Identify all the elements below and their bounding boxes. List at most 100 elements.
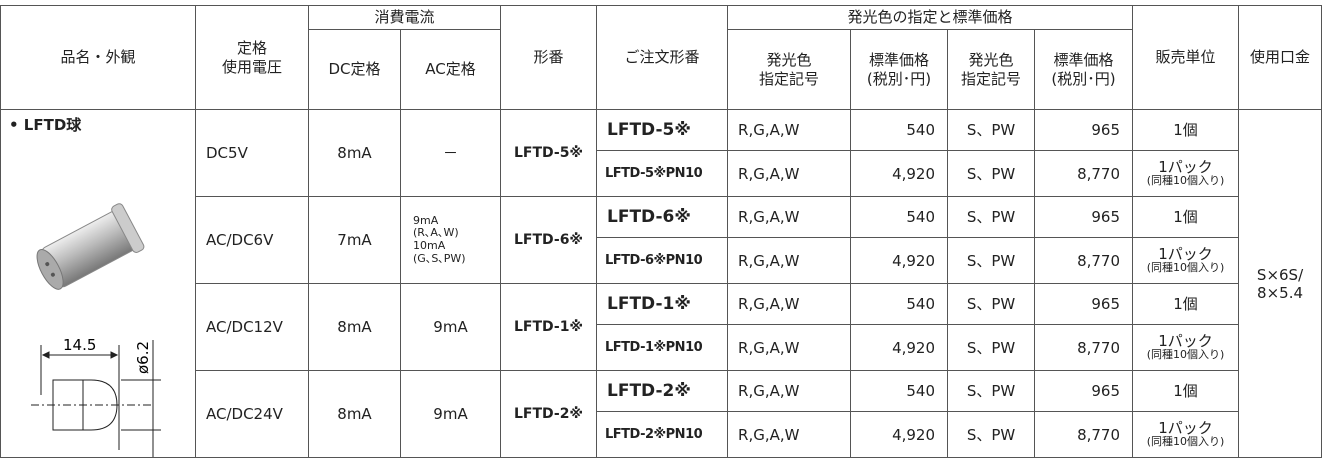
unit-cell: 1パック (同種10個入り) bbox=[1132, 237, 1240, 284]
voltage-cell: AC/DC24V bbox=[195, 370, 309, 458]
table-row: DC定格 AC定格 発光色 指定記号 標準価格 (税別･円) 発光色 指定記号 標準価格 … bbox=[1, 29, 1322, 110]
unit-text: 1パック bbox=[1158, 244, 1213, 263]
price-cell: 4,920 bbox=[850, 411, 949, 458]
order-number-cell: LFTD-2※ bbox=[596, 370, 729, 412]
length-label: 14.5 bbox=[63, 336, 96, 354]
unit-text: 1個 bbox=[1173, 120, 1198, 139]
price-cell: 965 bbox=[1034, 370, 1134, 412]
ac-current-cell: － bbox=[399, 109, 502, 197]
order-number-cell: LFTD-1※PN10 bbox=[596, 324, 729, 371]
header-cell: 発光色 指定記号 bbox=[947, 29, 1036, 110]
color-cell: S、PW bbox=[947, 196, 1036, 238]
price-cell: 4,920 bbox=[850, 237, 949, 284]
dc-current-cell: 7mA bbox=[308, 196, 401, 284]
dc-current-cell: 8mA bbox=[308, 370, 401, 458]
model-cell: LFTD-5※ bbox=[500, 109, 598, 197]
ac-current-cell: 9mA (R､A､W) 10mA (G､S､PW) bbox=[399, 196, 502, 284]
table-row: LFTD-6※PN10 R,G,A,W 4,920 S、PW 8,770 1パック (同種1… bbox=[1, 237, 1322, 284]
unit-cell: 1個 bbox=[1132, 196, 1240, 238]
voltage-cell: AC/DC12V bbox=[195, 283, 309, 371]
price-cell: 8,770 bbox=[1034, 411, 1134, 458]
color-cell: S、PW bbox=[947, 411, 1036, 458]
unit-note: (同種10個入り) bbox=[1146, 347, 1225, 361]
table-row: LFTD-2※PN10 R,G,A,W 4,920 S、PW 8,770 1パック (同種1… bbox=[1, 411, 1322, 458]
ac-current-cell: 9mA bbox=[399, 370, 502, 458]
unit-text: 1パック bbox=[1158, 157, 1213, 176]
order-number-cell: LFTD-5※PN10 bbox=[596, 150, 729, 197]
color-cell: S、PW bbox=[947, 109, 1036, 151]
price-cell: 965 bbox=[1034, 109, 1134, 151]
header-cell: 形番 bbox=[500, 5, 598, 110]
product-name: • LFTD球 bbox=[9, 116, 82, 134]
dc-current-cell: 8mA bbox=[308, 109, 401, 197]
price-cell: 8,770 bbox=[1034, 237, 1134, 284]
color-cell: S、PW bbox=[947, 370, 1036, 412]
table-row: 14.5 ø6.2 • LFTD球 DC5V 8mA － LFTD-5※ LFTD-5※ R… bbox=[0, 109, 1322, 458]
color-cell: S、PW bbox=[947, 150, 1036, 197]
header-cell: AC定格 bbox=[399, 29, 502, 110]
order-number-cell: LFTD-6※ bbox=[596, 196, 729, 238]
order-number-cell: LFTD-5※ bbox=[596, 109, 729, 151]
unit-note: (同種10個入り) bbox=[1146, 260, 1225, 274]
header-cell: 標準価格 (税別･円) bbox=[1034, 29, 1134, 110]
price-cell: 8,770 bbox=[1034, 324, 1134, 371]
price-cell: 4,920 bbox=[850, 324, 949, 371]
unit-text: 1パック bbox=[1158, 331, 1213, 350]
unit-cell: 1個 bbox=[1132, 370, 1240, 412]
table-row: AC/DC6V 7mA 9mA (R､A､W) 10mA (G､S､PW) LFTD-… bbox=[1, 196, 1322, 284]
color-cell: R,G,A,W bbox=[727, 283, 852, 325]
price-table: 品名・外観 定格 使用電圧 消費電流 形番 ご注文形番 発光色の指定と標準価格 販売単位 使用… bbox=[0, 5, 1322, 458]
model-cell: LFTD-2※ bbox=[500, 370, 598, 458]
header-cell: 品名・外観 bbox=[0, 5, 196, 110]
color-cell: R,G,A,W bbox=[727, 237, 852, 284]
header-cell: 発光色の指定と標準価格 bbox=[727, 5, 1134, 30]
unit-text: 1パック bbox=[1158, 418, 1213, 437]
header-cell: ご注文形番 bbox=[596, 5, 729, 110]
diameter-label: ø6.2 bbox=[134, 341, 152, 374]
voltage-cell: AC/DC6V bbox=[195, 196, 309, 284]
order-number-cell: LFTD-1※ bbox=[596, 283, 729, 325]
unit-cell: 1個 bbox=[1132, 109, 1240, 151]
bulb-photo bbox=[36, 203, 145, 290]
header-cell: 標準価格 (税別･円) bbox=[850, 29, 949, 110]
unit-cell: 1パック (同種10個入り) bbox=[1132, 324, 1240, 371]
price-cell: 540 bbox=[850, 109, 949, 151]
table-row: AC/DC12V 8mA 9mA LFTD-1※ LFTD-1※ R,G,A,W 540 S、… bbox=[1, 283, 1322, 371]
dimension-drawing bbox=[31, 340, 161, 457]
order-number-cell: LFTD-6※PN10 bbox=[596, 237, 729, 284]
color-cell: R,G,A,W bbox=[727, 370, 852, 412]
color-cell: R,G,A,W bbox=[727, 109, 852, 151]
table-row: LFTD-1※PN10 R,G,A,W 4,920 S、PW 8,770 1パック (同種1… bbox=[1, 324, 1322, 371]
unit-text: 1個 bbox=[1173, 294, 1198, 313]
unit-note: (同種10個入り) bbox=[1146, 434, 1225, 448]
price-cell: 540 bbox=[850, 370, 949, 412]
color-cell: S、PW bbox=[947, 283, 1036, 325]
header-cell: 使用口金 bbox=[1238, 5, 1322, 110]
product-cell: 14.5 ø6.2 • LFTD球 bbox=[0, 109, 196, 458]
header-cell: DC定格 bbox=[308, 29, 401, 110]
color-cell: R,G,A,W bbox=[727, 150, 852, 197]
header-cell: 販売単位 bbox=[1132, 5, 1240, 110]
color-cell: R,G,A,W bbox=[727, 196, 852, 238]
unit-cell: 1個 bbox=[1132, 283, 1240, 325]
unit-note: (同種10個入り) bbox=[1146, 173, 1225, 187]
header-cell: 定格 使用電圧 bbox=[195, 5, 309, 110]
unit-text: 1個 bbox=[1173, 381, 1198, 400]
price-cell: 540 bbox=[850, 196, 949, 238]
header-cell: 発光色 指定記号 bbox=[727, 29, 852, 110]
color-cell: S、PW bbox=[947, 324, 1036, 371]
table-row: 品名・外観 定格 使用電圧 消費電流 形番 ご注文形番 発光色の指定と標準価格 販売単位 使用… bbox=[0, 5, 1322, 110]
color-cell: R,G,A,W bbox=[727, 324, 852, 371]
dc-current-cell: 8mA bbox=[308, 283, 401, 371]
price-cell: 8,770 bbox=[1034, 150, 1134, 197]
color-cell: R,G,A,W bbox=[727, 411, 852, 458]
socket-cell: S×6S/ 8×5.4 bbox=[1238, 109, 1322, 458]
model-cell: LFTD-6※ bbox=[500, 196, 598, 284]
order-number-cell: LFTD-2※PN10 bbox=[596, 411, 729, 458]
header-cell: 消費電流 bbox=[307, 5, 502, 30]
voltage-cell: DC5V bbox=[195, 109, 309, 197]
price-cell: 540 bbox=[850, 283, 949, 325]
table-row: AC/DC24V 8mA 9mA LFTD-2※ LFTD-2※ R,G,A,W 540 S、… bbox=[1, 370, 1322, 458]
model-cell: LFTD-1※ bbox=[500, 283, 598, 371]
